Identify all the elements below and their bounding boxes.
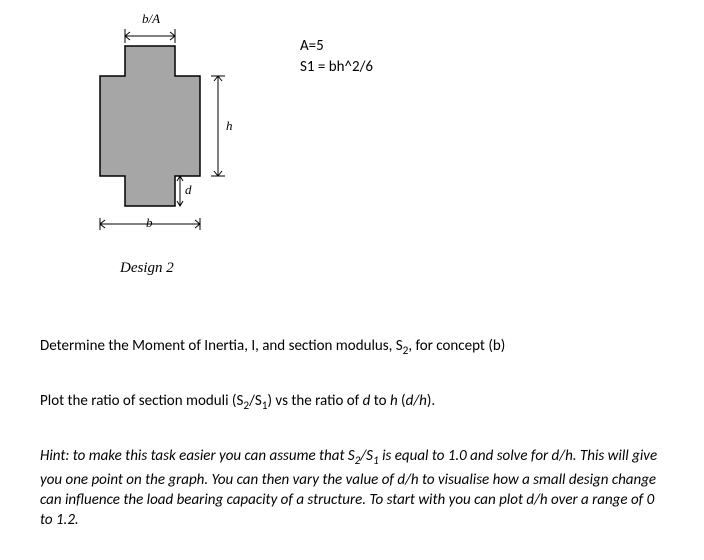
paragraph-1: Determine the Moment of Inertia, I, and … bbox=[40, 336, 664, 359]
p2-h: h bbox=[390, 392, 398, 410]
body-text: Determine the Moment of Inertia, I, and … bbox=[40, 336, 664, 530]
paragraph-hint: Hint: to make this task easier you can a… bbox=[40, 446, 664, 530]
eqn-S1: S1 = bh^2/6 bbox=[300, 57, 373, 78]
paragraph-2: Plot the ratio of section moduli (S2/S1)… bbox=[40, 391, 664, 414]
p2-close: ). bbox=[427, 392, 435, 410]
p2-b: /S bbox=[249, 392, 262, 410]
p2-open: ( bbox=[398, 392, 406, 410]
dim-h bbox=[211, 76, 225, 176]
label-d: d bbox=[185, 182, 192, 198]
eqn-A: A=5 bbox=[300, 36, 373, 57]
p2-c: ) vs the ratio of bbox=[267, 392, 362, 410]
label-b: b bbox=[146, 215, 153, 231]
p2-a: Plot the ratio of section moduli (S bbox=[40, 392, 243, 410]
p2-dh: d/h bbox=[406, 392, 427, 410]
dim-bA bbox=[125, 29, 175, 43]
hint-a: Hint: to make this task easier you can a… bbox=[40, 447, 355, 465]
label-bA: b/A bbox=[142, 11, 160, 27]
figure-caption: Design 2 bbox=[120, 260, 174, 277]
equations-block: A=5 S1 = bh^2/6 bbox=[300, 36, 373, 78]
dim-d bbox=[177, 176, 183, 206]
p2-to: to bbox=[370, 392, 390, 410]
p1-after: , for concept (b) bbox=[408, 337, 505, 355]
p1-before: Determine the Moment of Inertia, I, and … bbox=[40, 337, 403, 355]
top-row: b/A h d b Design 2 A=5 S1 = bh^2/6 bbox=[40, 16, 664, 316]
hint-b: /S bbox=[360, 447, 373, 465]
label-h: h bbox=[226, 118, 233, 134]
figure-block: b/A h d b Design 2 bbox=[70, 16, 260, 316]
